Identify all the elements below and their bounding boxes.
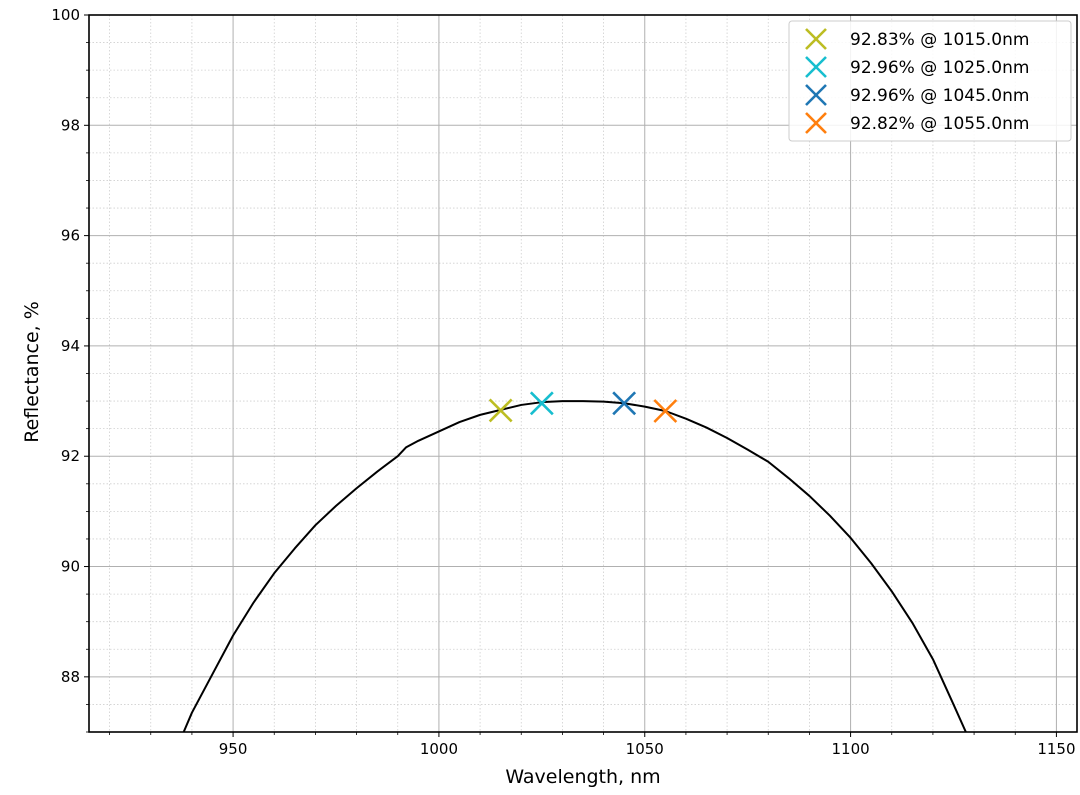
x-tick-label: 1100	[831, 740, 869, 758]
y-tick-label: 100	[51, 6, 80, 24]
plot-content	[182, 400, 967, 732]
legend-marker-icon	[805, 84, 827, 106]
data-marker	[612, 391, 637, 416]
x-tick-label: 1150	[1037, 740, 1075, 758]
legend-marker-icon	[805, 28, 827, 50]
y-tick-label: 92	[61, 447, 80, 465]
x-tick-label: 1050	[626, 740, 664, 758]
legend: 92.83% @ 1015.0nm 92.96% @ 1025.0nm 92.96%…	[788, 20, 1072, 142]
legend-marker-icon	[805, 112, 827, 134]
data-marker	[529, 391, 554, 416]
markers	[488, 391, 678, 423]
x-tick-label: 950	[219, 740, 248, 758]
tick-labels: 950 1000 1050 1100 1150 88 90 92 94 96 98 100	[51, 6, 1075, 758]
legend-entry-label: 92.96% @ 1025.0nm	[850, 58, 1029, 78]
legend-entry-label: 92.83% @ 1015.0nm	[850, 30, 1029, 50]
x-tick-label: 1000	[420, 740, 458, 758]
ticks	[84, 14, 1057, 737]
y-tick-label: 98	[61, 116, 80, 134]
legend-entry-label: 92.82% @ 1055.0nm	[850, 114, 1029, 134]
legend-box	[788, 20, 1072, 142]
legend-marker-icon	[805, 56, 827, 78]
y-tick-label: 96	[61, 227, 80, 245]
x-axis-label: Wavelength, nm	[505, 766, 660, 788]
reflectance-line	[182, 400, 967, 732]
y-tick-label: 94	[61, 337, 80, 355]
data-marker	[488, 398, 513, 423]
y-axis-label: Reflectance, %	[21, 301, 43, 443]
legend-entry-label: 92.96% @ 1045.0nm	[850, 86, 1029, 106]
y-tick-label: 88	[61, 668, 80, 686]
y-tick-label: 90	[61, 558, 80, 576]
data-marker	[653, 399, 678, 423]
